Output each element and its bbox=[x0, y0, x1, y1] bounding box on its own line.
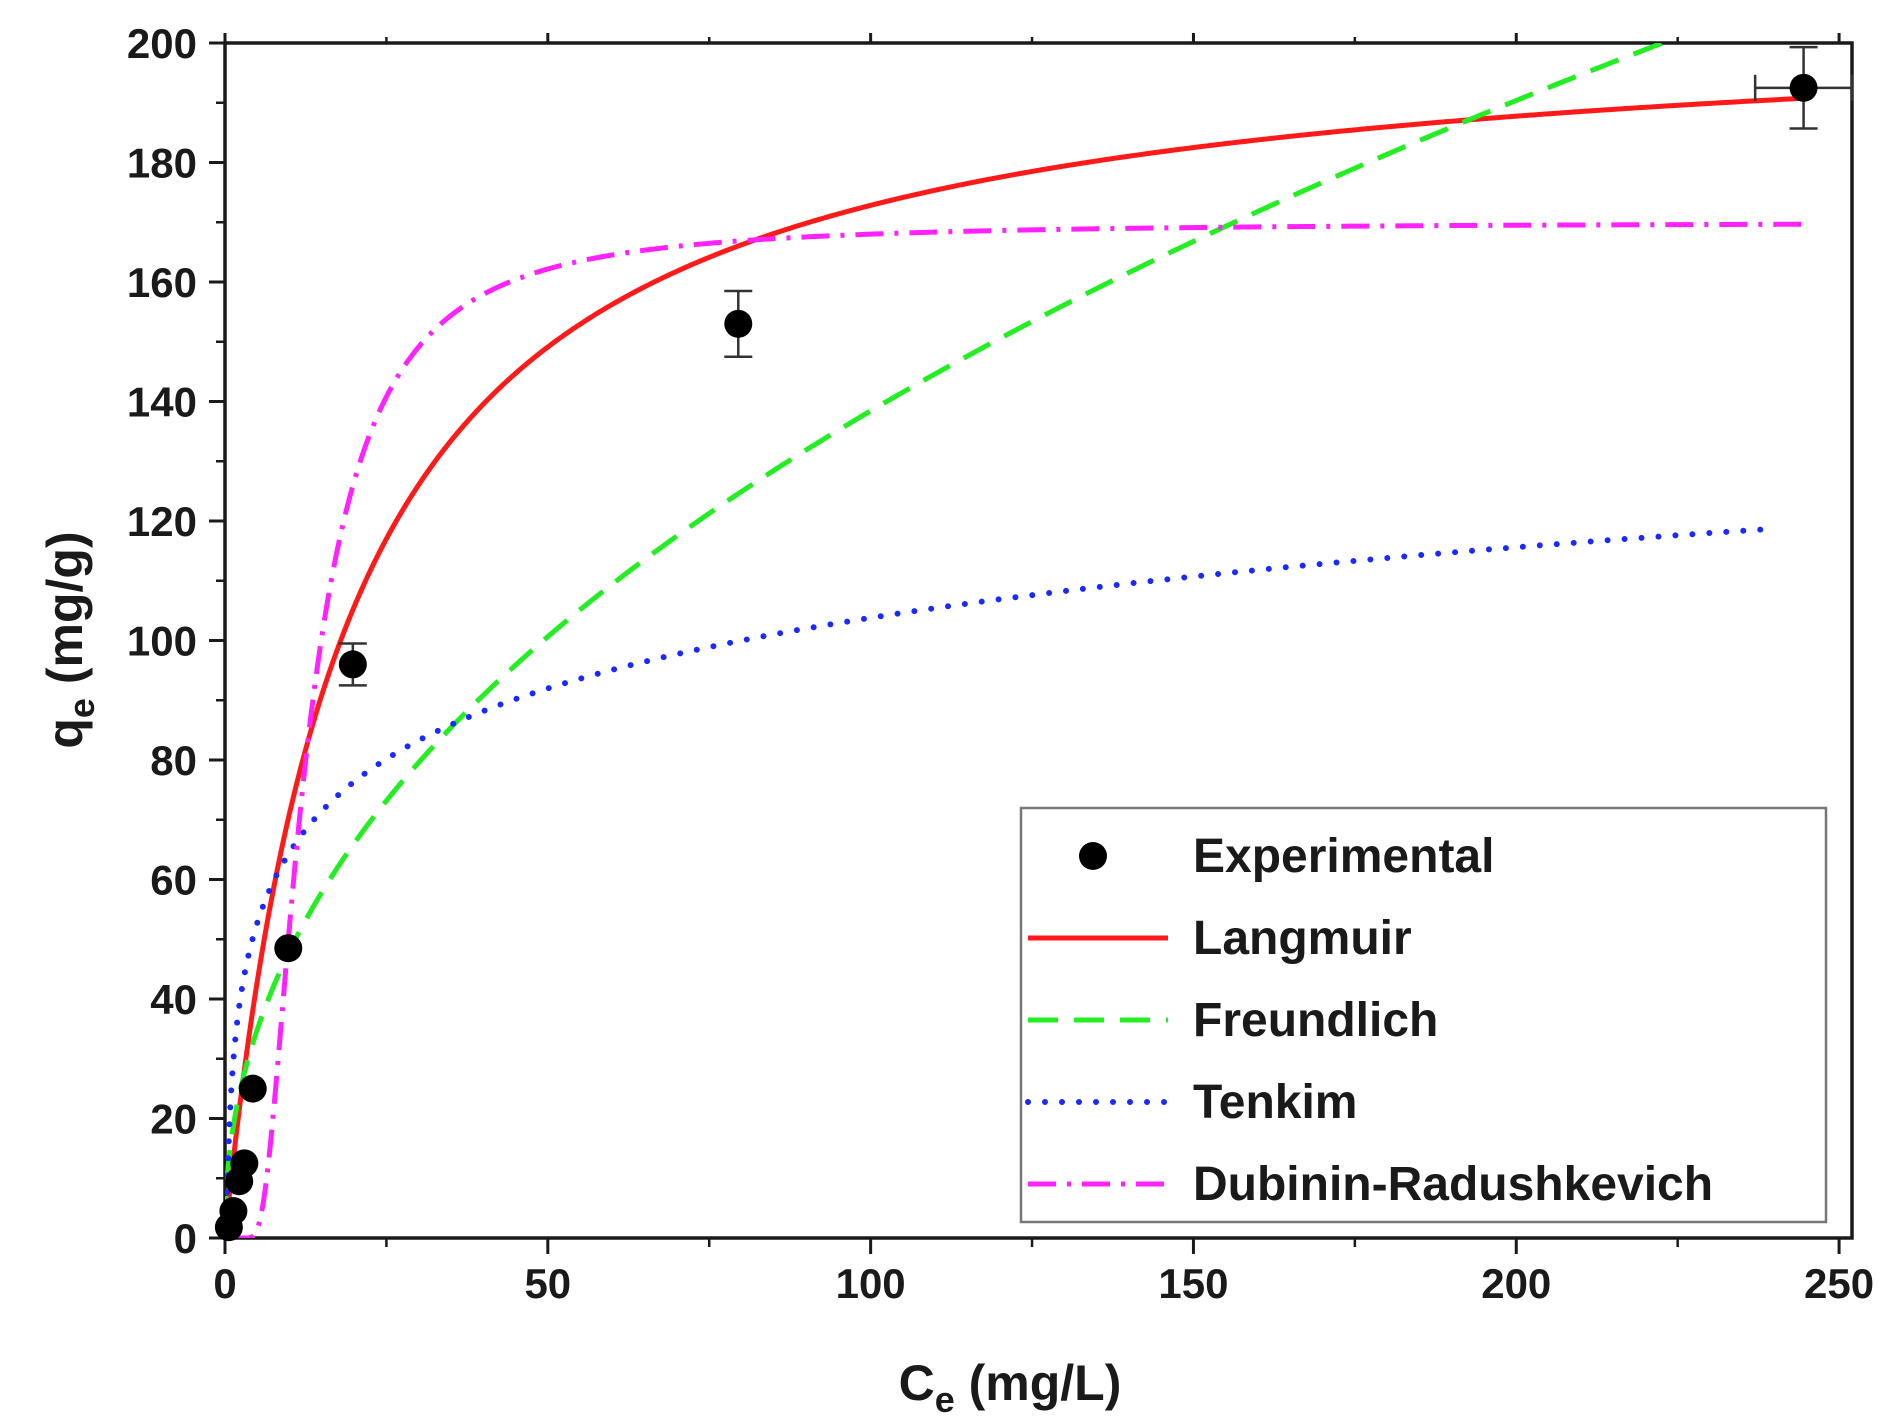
x-tick-label: 200 bbox=[1481, 1260, 1551, 1307]
legend-label: Freundlich bbox=[1193, 994, 1438, 1047]
experimental-marker bbox=[724, 309, 753, 338]
legend-item-experimental: Experimental bbox=[1079, 830, 1494, 883]
experimental-marker bbox=[1789, 73, 1818, 102]
x-tick-label: 100 bbox=[836, 1260, 906, 1307]
experimental-marker bbox=[238, 1074, 267, 1103]
legend-item-freundlich: Freundlich bbox=[1028, 994, 1438, 1047]
y-tick-label: 100 bbox=[127, 618, 197, 665]
x-axis-title-unit: (mg/L) bbox=[955, 1355, 1122, 1411]
legend: Experimental Langmuir Freundlich Tenkim Dubi… bbox=[1019, 806, 1828, 1224]
experimental-point bbox=[724, 289, 753, 358]
y-tick-label: 0 bbox=[174, 1215, 197, 1262]
experimental-points bbox=[214, 45, 1854, 1242]
legend-label: Experimental bbox=[1193, 830, 1494, 883]
y-tick-label: 80 bbox=[150, 737, 197, 784]
experimental-point bbox=[338, 642, 367, 687]
series-freundlich-curve bbox=[225, 43, 1670, 1227]
fit-curves bbox=[225, 43, 1804, 1238]
x-axis-title-subscript: e bbox=[935, 1379, 955, 1420]
series-langmuir-curve bbox=[225, 95, 1804, 1238]
x-axis-title: Ce (mg/L) bbox=[899, 1355, 1122, 1420]
legend-label: Dubinin-Radushkevich bbox=[1193, 1158, 1713, 1211]
y-tick-label: 180 bbox=[127, 140, 197, 187]
legend-swatch bbox=[1079, 842, 1107, 870]
y-tick-label: 20 bbox=[150, 1096, 197, 1143]
y-tick-label: 140 bbox=[127, 379, 197, 426]
experimental-point bbox=[238, 1074, 267, 1103]
experimental-point bbox=[230, 1149, 259, 1178]
x-tick-label: 50 bbox=[524, 1260, 571, 1307]
y-tick-label: 60 bbox=[150, 857, 197, 904]
y-axis-title: qe (mg/g) bbox=[37, 531, 102, 748]
y-tick-label: 160 bbox=[127, 259, 197, 306]
experimental-marker bbox=[338, 650, 367, 679]
experimental-point bbox=[274, 934, 303, 963]
legend-item-dubinin: Dubinin-Radushkevich bbox=[1028, 1158, 1713, 1211]
legend-box bbox=[1019, 806, 1828, 1224]
experimental-marker bbox=[230, 1149, 259, 1178]
legend-label: Tenkim bbox=[1193, 1076, 1357, 1129]
y-axis-title-subscript: e bbox=[61, 698, 102, 718]
series-tenkim-curve bbox=[225, 526, 1765, 1213]
axes bbox=[223, 41, 1854, 1240]
experimental-point bbox=[1753, 45, 1854, 130]
x-tick-label: 150 bbox=[1158, 1260, 1228, 1307]
legend-label: Langmuir bbox=[1193, 912, 1412, 965]
y-axis-title-unit: (mg/g) bbox=[37, 531, 93, 698]
y-tick-label: 200 bbox=[127, 20, 197, 67]
experimental-marker bbox=[219, 1197, 248, 1226]
series-dubinin-curve bbox=[226, 221, 1804, 1238]
tick-marks bbox=[209, 33, 1841, 1254]
experimental-point bbox=[219, 1197, 248, 1226]
y-tick-label: 120 bbox=[127, 498, 197, 545]
y-tick-label: 40 bbox=[150, 976, 197, 1023]
legend-item-langmuir: Langmuir bbox=[1028, 912, 1412, 965]
x-tick-label: 250 bbox=[1804, 1260, 1874, 1307]
x-tick-label: 0 bbox=[213, 1260, 236, 1307]
experimental-marker bbox=[274, 934, 303, 963]
legend-item-tenkim: Tenkim bbox=[1025, 1076, 1357, 1129]
plot-frame bbox=[223, 41, 1854, 1240]
tick-labels: 0 50 100 150 200 250 0 20 40 60 80 100 120 140 160 180 2… bbox=[127, 20, 1874, 1307]
